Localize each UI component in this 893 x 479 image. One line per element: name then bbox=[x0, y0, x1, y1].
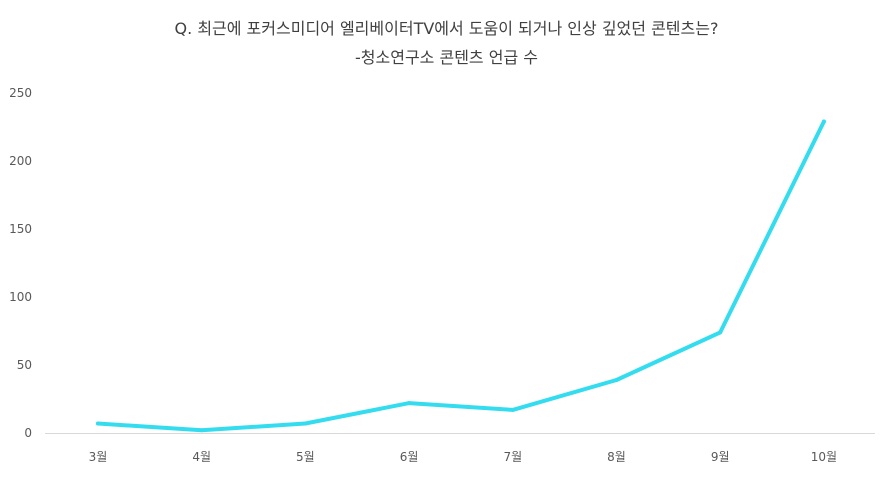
chart-subtitle: -청소연구소 콘텐츠 언급 수 bbox=[355, 48, 538, 67]
y-axis: 0 50 100 150 200 250 bbox=[9, 86, 32, 440]
data-point-4월 bbox=[199, 428, 204, 433]
x-tick-label-10: 10월 bbox=[811, 450, 837, 464]
y-tick-label-100: 100 bbox=[9, 290, 32, 304]
x-tick-label-7: 7월 bbox=[503, 450, 522, 464]
chart-title-line-1: Q. 최근에 포커스미디어 엘리베이터TV에서 도움이 되거나 인상 깊었던 콘… bbox=[174, 19, 719, 38]
series-line bbox=[96, 119, 826, 433]
y-tick-label-50: 50 bbox=[17, 358, 32, 372]
series-group bbox=[96, 119, 826, 433]
x-tick-label-6: 6월 bbox=[400, 450, 419, 464]
data-point-8월 bbox=[614, 377, 619, 382]
data-point-6월 bbox=[407, 401, 412, 406]
data-point-3월 bbox=[96, 421, 100, 426]
y-tick-label-250: 250 bbox=[9, 86, 32, 100]
data-point-9월 bbox=[718, 330, 723, 335]
x-tick-label-4: 4월 bbox=[192, 450, 211, 464]
x-tick-label-3: 3월 bbox=[89, 450, 108, 464]
y-tick-label-150: 150 bbox=[9, 222, 32, 236]
y-tick-label-200: 200 bbox=[9, 154, 32, 168]
y-tick-label-0: 0 bbox=[24, 426, 32, 440]
data-point-5월 bbox=[303, 421, 308, 426]
chart-title: Q. 최근에 포커스미디어 엘리베이터TV에서 도움이 되거나 인상 깊었던 콘… bbox=[0, 14, 893, 72]
data-point-10월 bbox=[821, 119, 826, 124]
x-axis: 3월 4월 5월 6월 7월 8월 9월 10월 bbox=[45, 433, 875, 464]
x-tick-label-8: 8월 bbox=[607, 450, 626, 464]
x-tick-label-9: 9월 bbox=[711, 450, 730, 464]
data-point-7월 bbox=[510, 407, 515, 412]
x-tick-label-5: 5월 bbox=[296, 450, 315, 464]
